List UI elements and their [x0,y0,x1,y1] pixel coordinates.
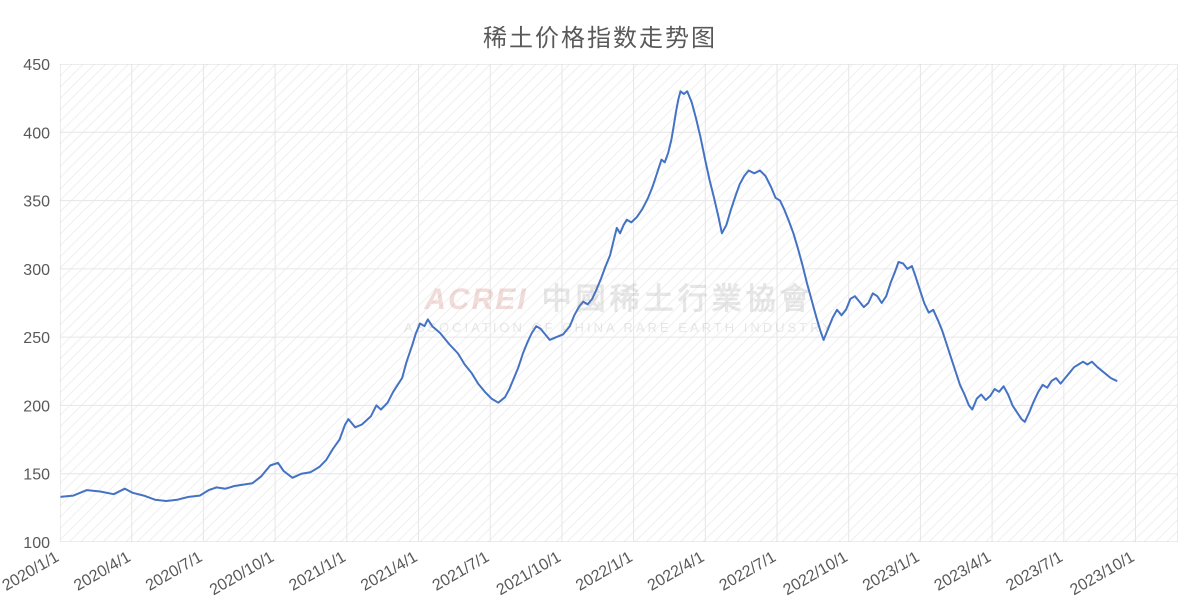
x-tick-label: 2021/1/1 [286,549,349,595]
y-tick-label: 150 [23,467,50,484]
x-tick-label: 2021/10/1 [494,549,564,599]
y-tick-label: 300 [23,262,50,279]
y-tick-label: 400 [23,125,50,142]
x-tick-label: 2023/4/1 [932,549,995,595]
x-tick-label: 2020/1/1 [0,549,62,595]
chart-container: 稀土价格指数走势图 ACREI中國稀土行業協會 ASSOCIATION OF C… [0,0,1200,612]
x-tick-label: 2020/4/1 [71,549,134,595]
x-tick-label: 2023/10/1 [1067,549,1137,599]
y-tick-label: 450 [23,57,50,74]
x-tick-label: 2022/4/1 [645,549,708,595]
x-axis: 2020/1/12020/4/12020/7/12020/10/12021/1/… [0,542,1200,612]
plot-background [60,64,1178,542]
plot-area: ACREI中國稀土行業協會 ASSOCIATION OF CHINA RARE … [60,64,1178,542]
y-tick-label: 350 [23,194,50,211]
y-tick-label: 250 [23,330,50,347]
plot-svg [60,64,1178,542]
x-tick-label: 2021/4/1 [358,549,421,595]
x-tick-label: 2020/10/1 [207,549,277,599]
x-tick-label: 2023/7/1 [1003,549,1066,595]
y-tick-label: 200 [23,398,50,415]
x-tick-label: 2023/1/1 [860,549,923,595]
y-axis: 100150200250300350400450 [0,54,60,552]
chart-title: 稀土价格指数走势图 [0,18,1200,53]
x-tick-label: 2022/10/1 [781,549,851,599]
x-tick-label: 2022/1/1 [573,549,636,595]
x-tick-label: 2020/7/1 [143,549,206,595]
x-tick-label: 2021/7/1 [430,549,493,595]
x-tick-label: 2022/7/1 [717,549,780,595]
